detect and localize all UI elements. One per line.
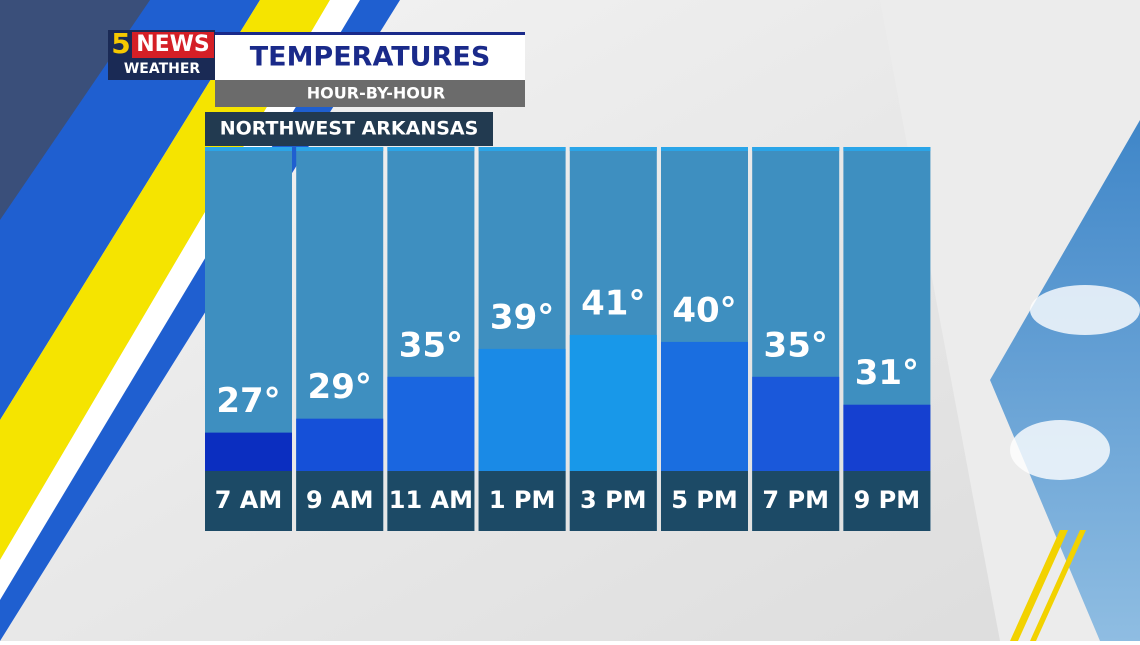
label-band: [205, 471, 292, 531]
bar: [387, 376, 475, 471]
cloud: [1030, 285, 1140, 335]
value-label: 35°: [399, 325, 463, 365]
column-top: [752, 147, 840, 151]
label-band: [478, 471, 566, 531]
bar: [661, 341, 748, 471]
category-label: 1 PM: [489, 486, 556, 514]
title-rule: [215, 32, 525, 35]
value-label: 31°: [855, 353, 919, 393]
value-label: 39°: [490, 297, 554, 337]
column-top: [843, 147, 931, 151]
category-label: 9 AM: [306, 486, 374, 514]
value-label: 40°: [672, 290, 736, 330]
label-band: [752, 471, 840, 531]
stripe: [1010, 530, 1068, 641]
label-band: [296, 471, 384, 531]
column-top: [296, 147, 384, 151]
bar: [843, 404, 931, 471]
bar: [205, 432, 292, 471]
value-label: 27°: [216, 381, 280, 421]
column-top: [661, 147, 748, 151]
logo-tag: WEATHER: [124, 61, 201, 77]
subtitle: HOUR-BY-HOUR: [307, 84, 445, 103]
value-label: 29°: [308, 367, 372, 407]
location: NORTHWEST ARKANSAS: [220, 118, 479, 140]
stripe: [1030, 530, 1086, 641]
category-label: 11 AM: [389, 486, 473, 514]
label-band: [843, 471, 931, 531]
cloud: [1010, 420, 1110, 480]
column-top: [478, 147, 566, 151]
title-box: [215, 33, 525, 80]
sky-image: [990, 120, 1140, 641]
column-top: [569, 147, 657, 151]
title: TEMPERATURES: [250, 42, 491, 73]
category-label: 7 PM: [762, 486, 829, 514]
value-label: 41°: [581, 283, 645, 323]
column-top: [205, 147, 292, 151]
value-label: 35°: [764, 325, 828, 365]
label-band: [661, 471, 748, 531]
column-top: [387, 147, 475, 151]
bar: [296, 418, 384, 471]
bar: [569, 334, 657, 471]
bar: [752, 376, 840, 471]
bar: [478, 348, 566, 471]
category-label: 3 PM: [580, 486, 647, 514]
label-band: [569, 471, 657, 531]
category-label: 9 PM: [854, 486, 921, 514]
logo-red: [132, 32, 214, 58]
label-band: [387, 471, 475, 531]
category-label: 7 AM: [215, 486, 283, 514]
logo-number: 5: [111, 27, 130, 60]
location-box: [205, 112, 493, 146]
logo-name: NEWS: [136, 32, 210, 57]
subtitle-box: [215, 80, 525, 107]
plot: 7 AM 27° 9 AM 29° 11 AM 35° 1 PM 39° 3 PM 41° 5 PM…: [205, 147, 931, 531]
category-label: 5 PM: [671, 486, 738, 514]
